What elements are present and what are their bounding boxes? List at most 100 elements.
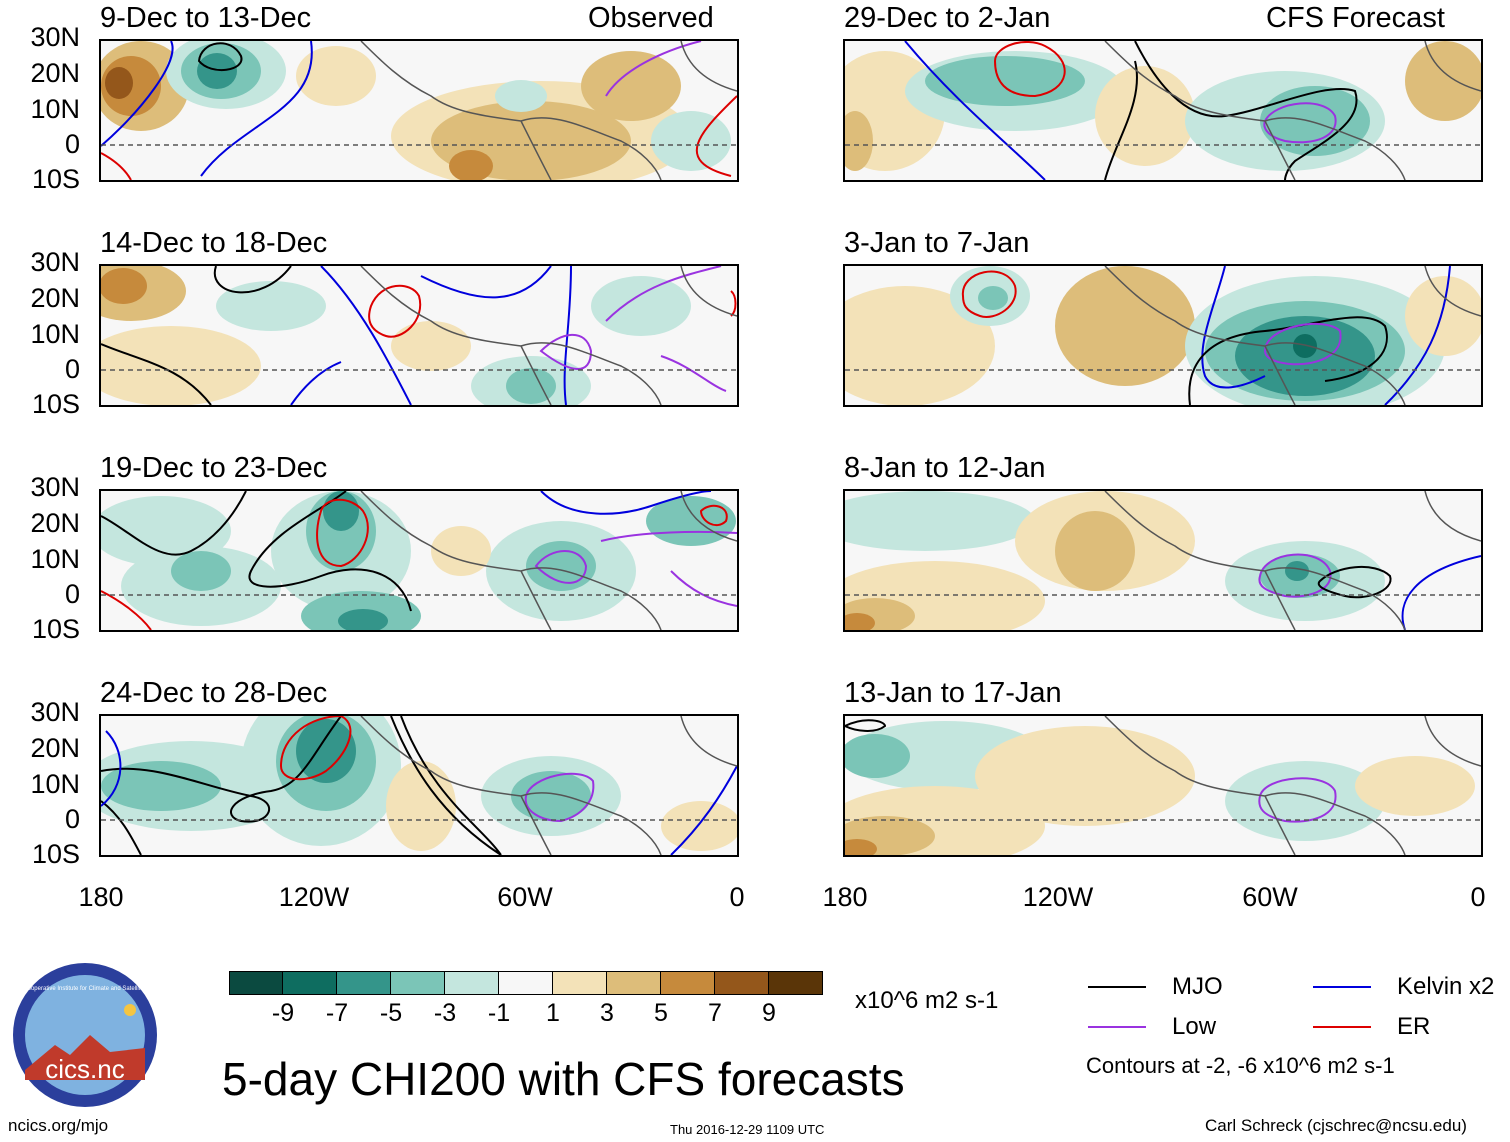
er-contour: [699, 504, 728, 527]
positive-anomaly: [101, 268, 147, 304]
low-contour: [600, 530, 737, 607]
kelvin-contour: [420, 266, 572, 405]
legend-note: Contours at -2, -6 x10^6 m2 s-1: [1086, 1053, 1395, 1078]
map-panel-forecast-1: [843, 39, 1483, 182]
coastline: [360, 41, 737, 180]
colorbar-swatch: [337, 971, 391, 995]
colorbar-label: 7: [708, 999, 722, 1027]
negative-anomaly: [495, 80, 547, 112]
positive-anomaly: [1405, 41, 1481, 121]
panel-title-4: 24-Dec to 28-Dec: [100, 677, 328, 709]
er-contour: [695, 95, 737, 177]
y-tick-label: 0: [64, 804, 80, 834]
panel-title-7: 8-Jan to 12-Jan: [844, 452, 1046, 484]
kelvin-contour: [540, 491, 712, 515]
colorbar-label: -3: [433, 999, 457, 1027]
footer-timestamp: Thu 2016-12-29 1109 UTC: [670, 1122, 825, 1137]
positive-anomaly: [845, 286, 995, 405]
x-tick-label: 120W: [278, 882, 350, 912]
er-contour: [279, 716, 352, 781]
panel-title-2: 14-Dec to 18-Dec: [100, 227, 328, 259]
legend-item-low: Low: [1088, 1013, 1216, 1041]
colorbar-swatch: [607, 971, 661, 995]
panel-title-5: 29-Dec to 2-Jan: [844, 2, 1051, 34]
negative-anomaly: [591, 276, 691, 336]
mjo-contour: [1188, 316, 1388, 405]
coastline: [1104, 491, 1481, 630]
map-panel-forecast-2: [843, 264, 1483, 407]
y-tick-label: 20N: [30, 58, 80, 88]
positive-anomaly: [391, 321, 471, 371]
positive-anomaly: [1055, 266, 1195, 386]
colorbar-label: 9: [762, 999, 776, 1027]
positive-anomaly: [105, 67, 133, 99]
er-contour: [101, 590, 152, 630]
coastline: [1104, 716, 1481, 855]
legend: MJO Kelvin x2 Low ER Contours at -2, -6 …: [1086, 973, 1508, 1093]
colorbar-swatch: [391, 971, 445, 995]
colorbar-label: -7: [325, 999, 349, 1027]
low-contour: [524, 772, 595, 823]
map-panel-forecast-3: [843, 489, 1483, 632]
map-svg: [101, 491, 737, 630]
negative-anomaly: [1293, 334, 1317, 358]
kelvin-contour: [670, 765, 737, 855]
y-tick-label: 0: [64, 129, 80, 159]
negative-anomaly: [1285, 561, 1309, 581]
negative-anomaly: [978, 286, 1008, 310]
negative-anomaly: [338, 609, 388, 630]
negative-anomaly: [171, 551, 231, 591]
colorbar-swatch: [499, 971, 553, 995]
mjo-contour: [248, 491, 412, 612]
positive-anomaly: [1095, 66, 1195, 166]
map-panel-observed-1: [99, 39, 739, 182]
map-svg: [845, 716, 1481, 855]
y-tick-label: 0: [64, 579, 80, 609]
er-contour: [730, 290, 737, 317]
positive-anomaly: [1405, 276, 1481, 356]
positive-anomaly: [661, 801, 737, 851]
positive-anomaly: [845, 613, 875, 630]
positive-anomaly: [845, 839, 877, 855]
map-svg: [101, 716, 737, 855]
colorbar-swatch: [553, 971, 607, 995]
legend-label: MJO: [1172, 973, 1223, 1000]
negative-anomaly: [1260, 86, 1370, 156]
mjo-contour: [1317, 565, 1392, 599]
y-tick-label: 10S: [31, 614, 80, 644]
y-tick-label: 10N: [30, 769, 80, 799]
map-svg: [101, 266, 737, 405]
colorbar-swatch: [661, 971, 715, 995]
legend-item-kelvin: Kelvin x2: [1313, 973, 1494, 1001]
y-tick-label: 20N: [30, 508, 80, 538]
negative-anomaly: [845, 491, 1035, 551]
er-contour: [961, 270, 1017, 318]
colorbar-swatch: [283, 971, 337, 995]
er-contour: [101, 152, 132, 180]
low-contour: [534, 550, 588, 584]
colorbar-label: -1: [487, 999, 511, 1027]
map-svg: [845, 491, 1481, 630]
y-tick-label: 10S: [31, 389, 80, 419]
negative-anomaly: [1225, 761, 1385, 841]
footer-link[interactable]: ncics.org/mjo: [8, 1116, 109, 1135]
positive-anomaly: [975, 726, 1195, 826]
positive-anomaly: [1355, 756, 1475, 816]
panel-title-6: 3-Jan to 7-Jan: [844, 227, 1030, 259]
x-tick-label: 180: [822, 882, 868, 912]
mjo-contour: [197, 42, 243, 72]
kelvin-contour: [101, 730, 122, 807]
negative-anomaly: [845, 734, 910, 778]
kelvin-contour: [290, 361, 342, 405]
mjo-contour: [101, 343, 212, 405]
coastline: [1104, 266, 1481, 405]
map-svg: [845, 266, 1481, 405]
low-contour: [605, 41, 702, 97]
positive-anomaly: [296, 46, 376, 106]
colorbar-label: 3: [600, 999, 614, 1027]
mjo-contour: [213, 266, 292, 294]
y-tick-label: 0: [64, 354, 80, 384]
x-tick-label: 0: [1470, 882, 1486, 912]
colorbar-label: 1: [546, 999, 560, 1027]
coastline: [1104, 41, 1481, 180]
